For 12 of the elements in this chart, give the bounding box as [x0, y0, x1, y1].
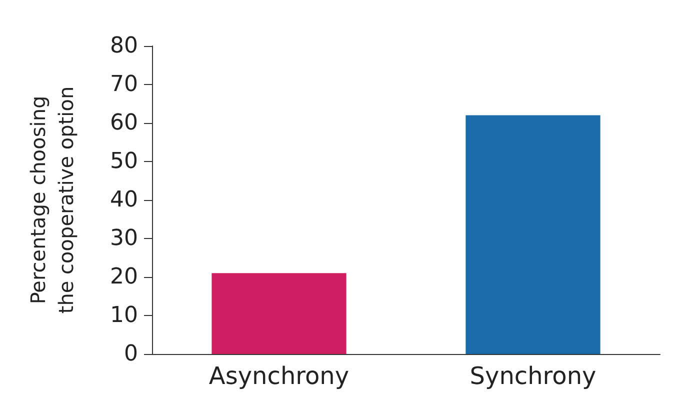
y-tick-label: 10 [110, 303, 138, 328]
y-tick-label: 80 [110, 34, 138, 58]
y-tick-label: 50 [110, 149, 138, 174]
x-tick-label: Synchrony [470, 362, 596, 390]
y-tick-label: 30 [110, 226, 138, 251]
y-tick-label: 40 [110, 188, 138, 212]
y-axis-title: Percentage choosing the cooperative option [26, 86, 78, 314]
y-tick-label: 70 [110, 72, 138, 97]
x-tick-label: Asynchrony [208, 362, 350, 390]
y-tick-label: 0 [124, 342, 138, 366]
y-tick-label: 60 [110, 110, 138, 136]
y-tick-label: 20 [110, 264, 138, 290]
